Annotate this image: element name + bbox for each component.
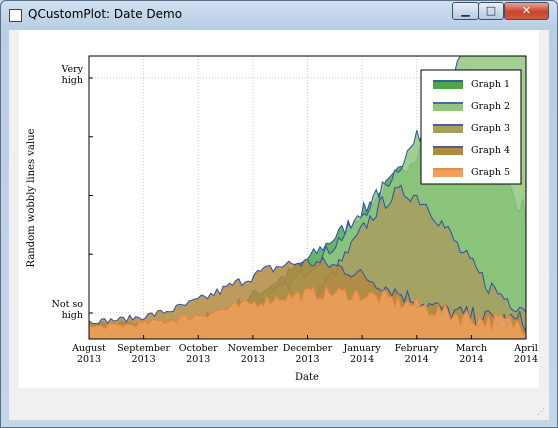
plot-widget[interactable]: August 2013 September 2013 October 2013 Novemb… bbox=[19, 30, 539, 388]
x-tick-label: 2014 bbox=[459, 354, 483, 365]
series-areas bbox=[88, 55, 527, 340]
series-line bbox=[88, 256, 527, 332]
x-tick-label: 2014 bbox=[514, 354, 538, 365]
x-tick-label: 2013 bbox=[132, 354, 156, 365]
x-tick-label: September bbox=[117, 343, 170, 354]
client-area: August 2013 September 2013 October 2013 Novemb… bbox=[9, 30, 549, 420]
resize-grip-icon[interactable]: ⋰ bbox=[537, 407, 545, 416]
x-tick-label: August bbox=[71, 343, 106, 354]
y-tick-label: Very bbox=[60, 64, 83, 75]
x-tick-label: April bbox=[513, 343, 538, 354]
legend-swatch bbox=[433, 102, 463, 111]
x-tick-label: 2014 bbox=[405, 354, 429, 365]
x-tick-label: 2014 bbox=[350, 354, 374, 365]
x-tick-label: January bbox=[342, 343, 381, 354]
legend-label: Graph 5 bbox=[471, 167, 510, 178]
legend-swatch bbox=[433, 80, 463, 89]
x-tick-label: October bbox=[179, 343, 218, 354]
x-tick-label: March bbox=[456, 343, 487, 354]
title-bar[interactable]: QCustomPlot: Date Demo ▁ □ ✕ bbox=[1, 1, 557, 29]
window-title: QCustomPlot: Date Demo bbox=[28, 7, 183, 21]
minimize-button[interactable]: ▁ bbox=[452, 2, 479, 20]
legend-label: Graph 1 bbox=[471, 79, 510, 90]
x-tick-label: February bbox=[395, 343, 440, 354]
x-tick-label: 2013 bbox=[241, 354, 265, 365]
legend-label: Graph 2 bbox=[471, 101, 510, 112]
series-area bbox=[89, 285, 526, 339]
date-chart[interactable]: August2013September2013October2013Novemb… bbox=[19, 30, 539, 388]
legend-label: Graph 4 bbox=[471, 145, 510, 156]
y-tick-label: high bbox=[62, 310, 83, 321]
y-axis-label: Random wobbly lines value bbox=[26, 128, 37, 267]
x-tick-label: November bbox=[228, 343, 279, 354]
x-tick-label: 2013 bbox=[186, 354, 210, 365]
close-button[interactable]: ✕ bbox=[504, 2, 549, 20]
y-tick-label: high bbox=[62, 75, 83, 86]
x-tick-label: 2013 bbox=[295, 354, 319, 365]
legend-swatch bbox=[433, 146, 463, 155]
x-tick-label: 2013 bbox=[77, 354, 101, 365]
app-icon bbox=[9, 9, 22, 22]
legend-label: Graph 3 bbox=[471, 123, 510, 134]
x-axis-ticks: August2013September2013October2013Novemb… bbox=[71, 335, 538, 365]
x-tick-label: December bbox=[283, 343, 333, 354]
y-tick-label: Not so bbox=[52, 299, 84, 310]
x-axis-label: Date bbox=[295, 372, 319, 383]
maximize-button[interactable]: □ bbox=[478, 2, 504, 20]
series-line bbox=[88, 284, 527, 336]
legend-swatch bbox=[433, 168, 463, 177]
legend-swatch bbox=[433, 124, 463, 133]
legend: Graph 1 Graph 2 Graph 3 Graph 4 Graph 5 bbox=[420, 69, 522, 185]
